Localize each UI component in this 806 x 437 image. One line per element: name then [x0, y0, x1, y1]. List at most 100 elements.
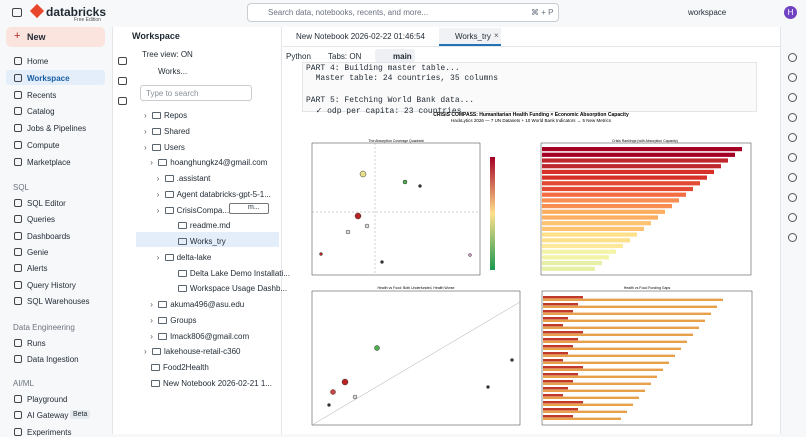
figure-shape [543, 396, 639, 399]
nav-item[interactable]: SQL Editor [27, 199, 66, 208]
nav-item[interactable]: Compute [27, 141, 60, 150]
rail-icon[interactable] [788, 113, 797, 122]
rail-icon[interactable] [788, 133, 797, 142]
tree-icon [152, 127, 161, 135]
nav-item[interactable]: Queries [27, 215, 56, 225]
nav-item[interactable]: Marketplace [27, 157, 71, 167]
tree-chevron: › [156, 174, 160, 183]
figure-shape [542, 204, 672, 209]
nav-icon [14, 411, 22, 420]
tree-icon [158, 332, 168, 340]
tabs-toggle[interactable]: Tabs: ON [328, 52, 362, 61]
nav-item[interactable]: AI Gateway [27, 411, 69, 421]
output-line: PART 4: Building master table... [306, 64, 460, 73]
tree-item[interactable]: Food2Health [163, 363, 209, 372]
nav-item[interactable]: Playground [27, 395, 68, 404]
nav-active [6, 69, 105, 85]
nav-item[interactable]: Workspace [27, 73, 70, 83]
tree-item[interactable]: lakehouse-retail-c360 [164, 347, 241, 357]
panel-icon[interactable] [118, 57, 127, 65]
tree-item[interactable]: Agent databricks-gpt-5-1... [176, 189, 271, 199]
figure-shape [543, 401, 583, 404]
nav-badge: Beta [70, 410, 91, 420]
figure-shape [543, 359, 563, 362]
nav-item[interactable]: Catalog [27, 107, 55, 117]
tree-item[interactable]: Users [164, 142, 185, 152]
figure-shape [542, 192, 686, 197]
tree-item[interactable]: Groups [170, 315, 197, 325]
figure-shape [542, 249, 616, 254]
tree-icon [152, 348, 161, 356]
rail-icon[interactable] [788, 93, 797, 102]
panel-icon[interactable] [118, 77, 127, 85]
nav-item[interactable]: Jobs & Pipelines [27, 124, 87, 134]
tree-item[interactable]: Workspace Usage Dashb... [189, 284, 288, 294]
rail-icon[interactable] [788, 233, 797, 242]
tree-item[interactable]: akuma496@asu.edu [170, 300, 245, 309]
tree-item[interactable]: Shared [164, 126, 190, 136]
tree-icon [151, 364, 160, 371]
rail-icon[interactable] [788, 193, 797, 202]
nav-item[interactable]: Genie [27, 247, 49, 257]
figure-shape [543, 408, 578, 411]
figure-shape [543, 340, 687, 343]
figure-shape [510, 358, 514, 362]
nav-item[interactable]: Query History [27, 280, 76, 290]
output-line: Master table: 24 countries, 35 columns [306, 74, 499, 83]
figure-shape [543, 333, 693, 336]
nav-icon [14, 57, 22, 65]
tree-item[interactable]: lmack806@gmail.com [170, 331, 250, 341]
tree-item[interactable]: Delta Lake Demo Installati... [189, 268, 290, 278]
nav-item[interactable]: Recents [27, 90, 57, 100]
tree-view-toggle[interactable]: Tree view: ON [142, 50, 193, 59]
figure-shape [542, 198, 679, 203]
tree-item[interactable]: .assistant [176, 174, 211, 183]
figure-shape [543, 415, 573, 418]
nav-item[interactable]: Dashboards [27, 231, 71, 241]
tree-chevron: › [156, 252, 160, 262]
figure-shape [543, 394, 563, 397]
figure-shape [543, 361, 669, 364]
nav-item[interactable]: SQL Warehouses [27, 296, 90, 306]
rail-icon[interactable] [788, 73, 797, 82]
tab[interactable]: New Notebook 2026-02-22 01:46:54 [296, 32, 425, 41]
language-select[interactable]: Python [286, 52, 311, 61]
tree-item[interactable]: Works_try [189, 237, 226, 246]
sidebar-toggle[interactable] [12, 8, 22, 17]
nav-item[interactable]: Alerts [27, 264, 48, 274]
nav-icon [14, 141, 22, 149]
avatar[interactable]: H [784, 6, 797, 19]
nav-item[interactable]: Home [27, 57, 49, 66]
tab[interactable]: Works_try [455, 32, 491, 41]
figure-shape [543, 410, 627, 413]
nav-section: AI/ML [13, 379, 34, 388]
tree-item[interactable]: CrisisCompa... [176, 205, 230, 215]
branch[interactable]: main [393, 52, 412, 61]
filter-input[interactable] [140, 85, 252, 101]
rail-icon[interactable] [788, 53, 797, 62]
rail-icon[interactable] [788, 213, 797, 222]
rail-icon[interactable] [788, 173, 797, 182]
workspace-switch[interactable]: workspace [688, 8, 727, 17]
figure-shape [380, 260, 384, 264]
rail-icon[interactable] [788, 153, 797, 162]
new-button[interactable] [6, 27, 105, 47]
panel-title: Health vs Food: Both Underfunded, Health… [378, 286, 455, 290]
tree-icon [151, 379, 160, 387]
nav-item[interactable]: Runs [27, 339, 46, 348]
search-box[interactable] [247, 3, 559, 22]
tree-item[interactable]: readme.md [189, 221, 231, 231]
figure-shape [542, 152, 735, 157]
panel-icon[interactable] [118, 97, 127, 105]
tree-item[interactable]: hoanghungkz4@gmail.com [170, 158, 268, 168]
edition: Free Edition [74, 17, 101, 23]
nav-icon [14, 247, 22, 256]
figure-shape [543, 319, 705, 322]
nav-item[interactable]: Data Ingestion [27, 355, 79, 365]
tree-icon [177, 269, 187, 277]
tree-item[interactable]: Repos [164, 111, 188, 120]
tree-item[interactable]: New Notebook 2026-02-21 1... [163, 378, 272, 388]
tree-icon [164, 206, 174, 214]
nav-item[interactable]: Experiments [27, 427, 72, 437]
tree-item[interactable]: delta-lake [176, 252, 212, 262]
